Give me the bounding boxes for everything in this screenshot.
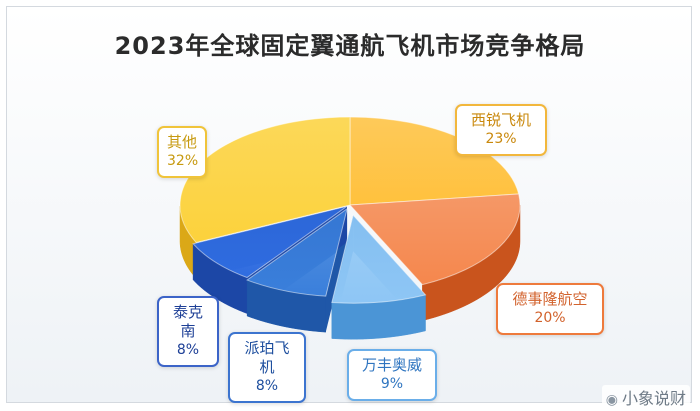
- slice-label-value: 32%: [167, 153, 199, 169]
- slice-label-value: 23%: [485, 131, 517, 147]
- pie-slice-4: [192, 205, 348, 279]
- pie-tops: [179, 116, 521, 304]
- slice-label: 派珀飞机 8%: [228, 332, 306, 403]
- slice-label-value: 8%: [176, 342, 200, 358]
- slice-label-value: 9%: [380, 376, 404, 392]
- watermark-text: 小象说财: [621, 389, 686, 408]
- slice-label-name: 德事隆航空: [512, 290, 588, 308]
- slice-label-name: 其他: [167, 133, 198, 151]
- watermark: ◉ 小象说财: [601, 385, 690, 409]
- slice-label: 其他 32%: [157, 126, 207, 178]
- slice-label-name: 万丰奥威: [361, 356, 422, 374]
- chart-title: 2023年全球固定翼通航飞机市场竞争格局: [114, 32, 586, 60]
- weibo-icon: ◉: [605, 392, 618, 408]
- slice-label: 西锐飞机 23%: [455, 104, 547, 156]
- slice-label-name: 泰克南: [172, 303, 203, 340]
- slice-label-value: 20%: [534, 310, 566, 326]
- slice-label: 泰克南 8%: [157, 296, 219, 367]
- pie-slice-3: [246, 207, 348, 297]
- pie-slice-1: [348, 193, 521, 286]
- slice-label: 万丰奥威 9%: [347, 349, 437, 401]
- slice-label-value: 8%: [255, 378, 279, 394]
- pie-slice-2: [331, 214, 427, 304]
- slice-label-name: 西锐飞机: [470, 111, 531, 129]
- slice-label-name: 派珀飞机: [244, 339, 290, 376]
- slice-label: 德事隆航空 20%: [496, 283, 604, 335]
